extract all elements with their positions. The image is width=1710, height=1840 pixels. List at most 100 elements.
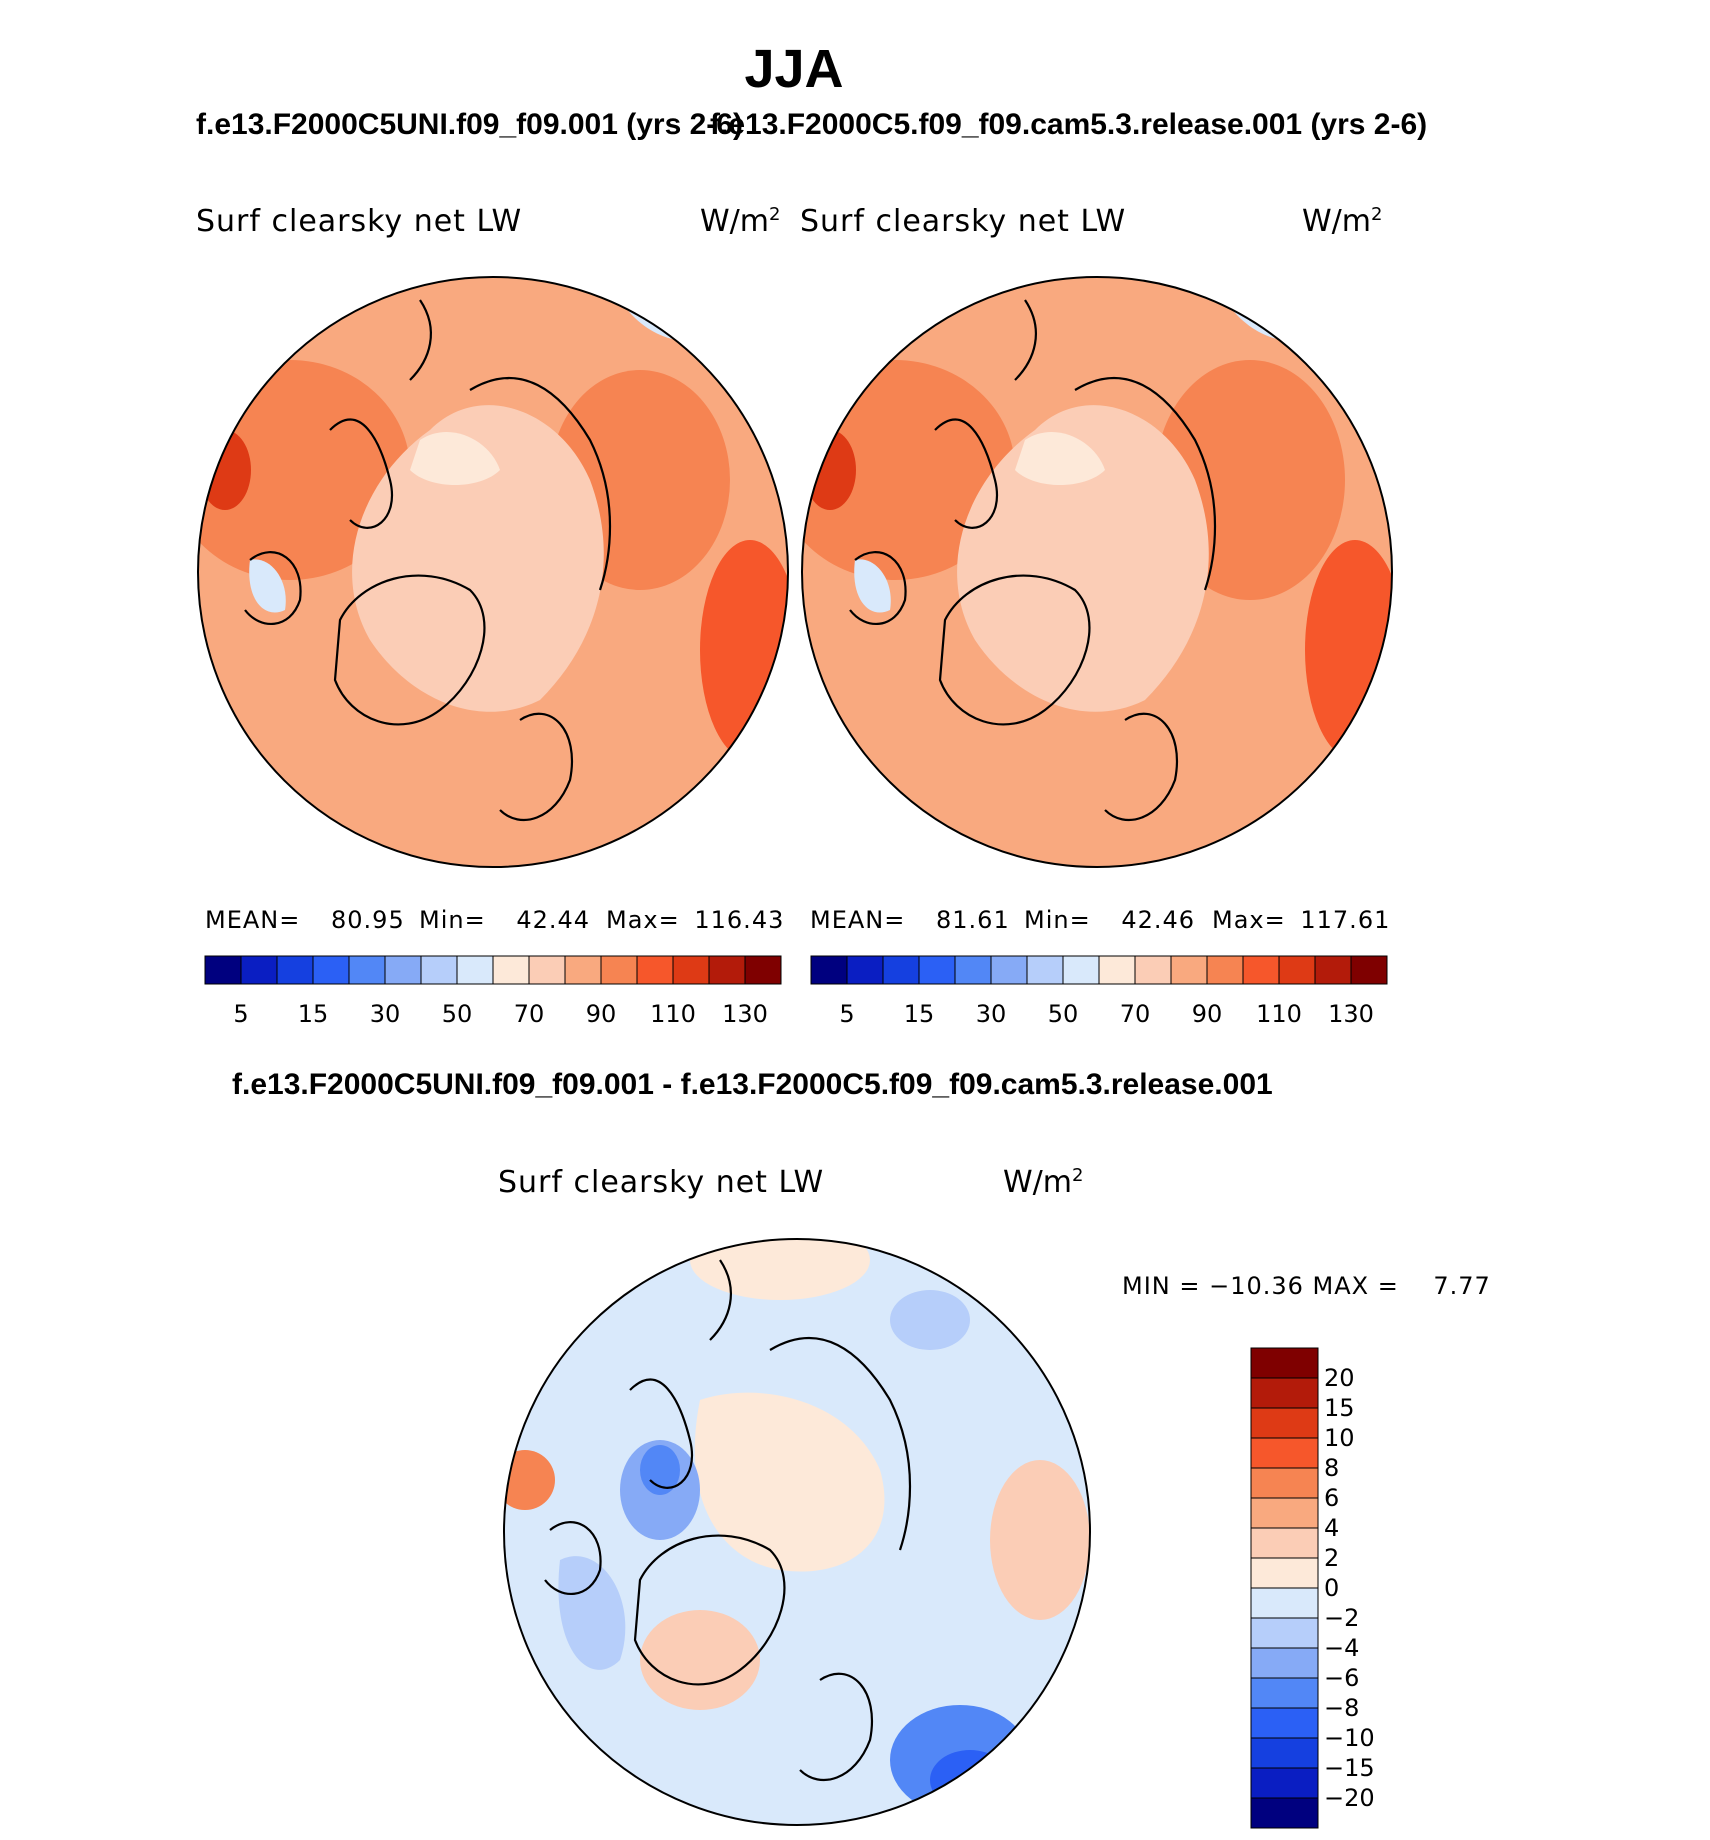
- panel-a-max: Max= 116.43: [606, 906, 785, 934]
- colorbar-a-swatch: [708, 955, 746, 985]
- map-a-field-arctic-ocean: [352, 405, 604, 712]
- colorbar-a-tick-label: 70: [514, 1000, 545, 1028]
- colorbar-diff-tick-label: −4: [1324, 1634, 1359, 1662]
- colorbar-a-tick-label: 130: [722, 1000, 768, 1028]
- colorbar-diff-swatch: [1250, 1797, 1319, 1829]
- colorbar-b-swatch: [1314, 955, 1352, 985]
- colorbar-a-tick-label: 90: [586, 1000, 617, 1028]
- panel-a-min: Min= 42.44: [419, 906, 591, 934]
- colorbar-b-tick-label: 130: [1328, 1000, 1374, 1028]
- colorbar-b-tick-label: 30: [976, 1000, 1007, 1028]
- panel-a-units: W/m2: [700, 204, 781, 239]
- panel-b-mean: MEAN= 81.61: [810, 906, 1010, 934]
- colorbar-a-swatch: [600, 955, 638, 985]
- map-diff-coast-siberia: [769, 1337, 912, 1551]
- colorbar-diff-tick-label: 15: [1324, 1394, 1355, 1422]
- colorbar-a-swatch: [672, 955, 710, 985]
- colorbar-diff-tick-label: 4: [1324, 1514, 1339, 1542]
- colorbar-b-swatch: [1278, 955, 1316, 985]
- map-a: [197, 276, 789, 868]
- colorbar-a-swatch: [204, 955, 242, 985]
- colorbar-diff-tick-label: 2: [1324, 1544, 1339, 1572]
- map-b-coast-scandinavia: [1104, 712, 1178, 822]
- colorbar-diff-tick-label: −15: [1324, 1754, 1375, 1782]
- map-b-coast-siberia: [1074, 377, 1217, 591]
- colorbar-b: 5 15 30 50 70 90 110 130: [810, 955, 1388, 1028]
- colorbar-b-tick-label: 90: [1192, 1000, 1223, 1028]
- map-a-coast-greenland: [333, 574, 486, 726]
- map-diff-field-hudson-cool: [558, 1556, 626, 1670]
- map-diff-coast-scandinavia: [799, 1672, 873, 1782]
- colorbar-diff-tick-label: 0: [1324, 1574, 1339, 1602]
- colorbar-a-swatch: [564, 955, 602, 985]
- diff-field-label: Surf clearsky net LW: [498, 1165, 825, 1200]
- map-a-coast-hudson-bay: [244, 551, 302, 625]
- map-a-field-cool-center: [410, 431, 500, 485]
- map-b-coast-alaska: [1014, 299, 1037, 381]
- colorbar-diff-tick-label: 8: [1324, 1454, 1339, 1482]
- colorbar-b-swatch: [1026, 955, 1064, 985]
- map-b-field-hudson: [854, 559, 891, 613]
- map-diff-field-north-warm: [690, 1239, 870, 1300]
- colorbar-b-swatch: [918, 955, 956, 985]
- colorbar-a-swatch: [420, 955, 458, 985]
- map-b-coastlines: [849, 299, 1217, 822]
- colorbar-a-swatch: [312, 955, 350, 985]
- colorbar-b-tick-label: 70: [1120, 1000, 1151, 1028]
- map-a-coast-alaska: [409, 299, 432, 381]
- colorbar-diff-swatch: [1250, 1407, 1319, 1439]
- map-b-coast-hudson-bay: [849, 551, 907, 625]
- colorbar-a-tick-label: 30: [370, 1000, 401, 1028]
- map-a-field-hudson: [249, 559, 286, 613]
- map-diff: [503, 1238, 1091, 1826]
- colorbar-diff-swatch: [1250, 1527, 1319, 1559]
- case-b-title: f.e13.F2000C5.f09_f09.cam5.3.release.001…: [710, 108, 1428, 141]
- map-diff-field-greenland-warm: [640, 1610, 760, 1710]
- map-a-outline: [197, 276, 789, 868]
- colorbar-diff-swatch: [1250, 1647, 1319, 1679]
- map-a-coast-archipelago: [329, 418, 393, 529]
- colorbar-b-swatch: [1206, 955, 1244, 985]
- colorbar-a-swatch: [492, 955, 530, 985]
- map-b-field-hot-east: [1305, 540, 1392, 760]
- colorbar-b-swatch: [1350, 955, 1388, 985]
- colorbar-b-swatch: [882, 955, 920, 985]
- colorbar-diff-swatch: [1250, 1617, 1319, 1649]
- colorbar-diff-tick-label: 20: [1324, 1364, 1355, 1392]
- panel-b-units: W/m2: [1302, 204, 1383, 239]
- map-diff-field-ocean-warm: [694, 1392, 885, 1572]
- map-b-coast-greenland: [938, 574, 1091, 726]
- colorbar-b-swatch: [954, 955, 992, 985]
- colorbar-diff-swatch: [1250, 1347, 1319, 1379]
- colorbar-b-tick-label: 110: [1256, 1000, 1302, 1028]
- colorbar-b-tick-label: 50: [1048, 1000, 1079, 1028]
- colorbar-b-swatch: [1098, 955, 1136, 985]
- main-title: JJA: [744, 39, 844, 99]
- panel-a-mean: MEAN= 80.95: [205, 906, 405, 934]
- case-a-title: f.e13.F2000C5UNI.f09_f09.001 (yrs 2-6): [196, 108, 743, 141]
- map-diff-field-europe-cold: [930, 1750, 1010, 1810]
- map-diff-field-archipelago-cold: [640, 1445, 680, 1495]
- colorbar-diff-swatch: [1250, 1767, 1319, 1799]
- colorbar-diff-swatch: [1250, 1587, 1319, 1619]
- colorbar-b-swatch: [1134, 955, 1172, 985]
- colorbar-a-swatch: [744, 955, 782, 985]
- map-diff-coast-hudson-bay: [544, 1521, 602, 1595]
- map-diff-field-west-warm: [504, 1450, 555, 1510]
- colorbar-diff-swatch: [1250, 1467, 1319, 1499]
- colorbar-a-swatch: [636, 955, 674, 985]
- colorbar-diff-tick-label: −6: [1324, 1664, 1359, 1692]
- colorbar-b-swatch: [1170, 955, 1208, 985]
- colorbar-b-swatch: [810, 955, 848, 985]
- panel-b-field-label: Surf clearsky net LW: [800, 204, 1127, 239]
- colorbar-a-swatch: [456, 955, 494, 985]
- colorbar-diff-tick-label: −2: [1324, 1604, 1359, 1632]
- colorbar-a: 5 15 30 50 70 90 110 130: [204, 955, 782, 1028]
- colorbar-a-tick-label: 110: [650, 1000, 696, 1028]
- map-b: [801, 276, 1393, 868]
- map-diff-coast-alaska: [709, 1259, 732, 1341]
- colorbar-diff-tick-label: 6: [1324, 1484, 1339, 1512]
- colorbar-diff-tick-label: −10: [1324, 1724, 1375, 1752]
